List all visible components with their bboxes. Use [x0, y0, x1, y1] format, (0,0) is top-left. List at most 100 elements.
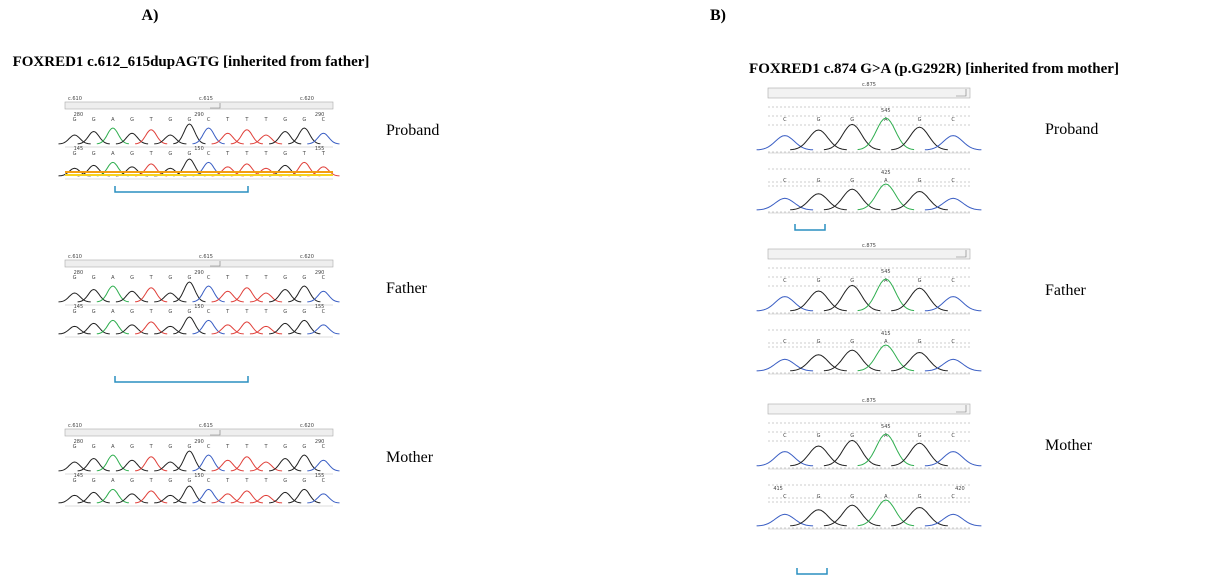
base-call: G	[168, 151, 172, 157]
base-call: G	[130, 275, 134, 281]
base-call: A	[884, 339, 888, 345]
base-call: T	[244, 444, 249, 450]
base-call: C	[783, 433, 787, 439]
base-call: T	[225, 275, 230, 281]
position-number: 415	[773, 486, 783, 492]
peak	[231, 130, 263, 144]
base-call: C	[783, 178, 787, 184]
peak	[135, 130, 167, 144]
peak	[97, 320, 129, 333]
base-call: G	[302, 309, 306, 315]
base-call: T	[149, 309, 154, 315]
base-call: A	[111, 309, 115, 315]
base-call: C	[207, 151, 211, 157]
ruler-label: c.875	[862, 82, 876, 88]
ruler-label: c.875	[862, 398, 876, 404]
base-call: G	[187, 478, 191, 484]
base-call: A	[111, 444, 115, 450]
peak	[790, 291, 847, 311]
panel-title: FOXRED1 c.612_615dupAGTG [inherited from…	[13, 54, 370, 70]
row-label: Mother	[1045, 437, 1093, 454]
position-number: 415	[881, 331, 891, 337]
base-call: G	[850, 178, 854, 184]
peak	[97, 162, 129, 175]
base-call: T	[149, 444, 154, 450]
base-call: T	[244, 309, 249, 315]
base-call: G	[187, 309, 191, 315]
base-call: G	[918, 339, 922, 345]
bracket	[797, 568, 827, 574]
ruler	[65, 102, 333, 109]
base-call: G	[92, 117, 96, 123]
highlight-bar	[65, 171, 333, 173]
peak	[193, 489, 225, 502]
base-call: C	[951, 494, 955, 500]
base-call: G	[130, 309, 134, 315]
base-call: C	[951, 339, 955, 345]
peak	[193, 320, 225, 333]
base-call: G	[283, 117, 287, 123]
peak	[790, 446, 847, 466]
peak	[288, 455, 320, 471]
ruler-label: c.620	[300, 423, 314, 429]
peak	[97, 128, 129, 144]
base-call: G	[918, 433, 922, 439]
base-call: G	[187, 117, 191, 123]
peak	[790, 194, 847, 210]
highlight-bar	[65, 174, 333, 176]
base-call: A	[111, 117, 115, 123]
base-call: G	[130, 151, 134, 157]
base-call: G	[850, 494, 854, 500]
row-label: Proband	[386, 122, 439, 139]
peak	[288, 286, 320, 302]
peak	[824, 505, 881, 526]
peak	[135, 322, 167, 334]
base-call: T	[244, 275, 249, 281]
peak	[135, 288, 167, 302]
base-call: G	[73, 309, 77, 315]
base-call: T	[263, 444, 268, 450]
base-call: G	[187, 275, 191, 281]
base-call: T	[263, 275, 268, 281]
base-call: G	[168, 275, 172, 281]
ruler-label: c.610	[68, 423, 82, 429]
peak	[231, 288, 263, 302]
base-call: G	[168, 309, 172, 315]
base-call: G	[817, 339, 821, 345]
panel-label: B)	[710, 7, 726, 24]
base-call: G	[187, 151, 191, 157]
ruler-label: c.610	[68, 254, 82, 260]
base-call: G	[918, 178, 922, 184]
peak	[858, 500, 915, 526]
base-call: T	[263, 478, 268, 484]
base-call: T	[302, 151, 307, 157]
ruler-label: c.620	[300, 254, 314, 260]
base-call: G	[130, 444, 134, 450]
peak	[97, 286, 129, 302]
base-call: C	[783, 278, 787, 284]
base-call: G	[92, 444, 96, 450]
ruler-label: c.620	[300, 96, 314, 102]
ruler-label: c.875	[862, 243, 876, 249]
base-call: C	[207, 309, 211, 315]
base-call: T	[225, 117, 230, 123]
peak	[288, 489, 320, 502]
base-call: G	[92, 275, 96, 281]
base-call: T	[225, 151, 230, 157]
ruler	[768, 88, 970, 98]
base-call: C	[322, 275, 326, 281]
position-number: 425	[881, 170, 891, 176]
base-call: T	[244, 478, 249, 484]
bracket	[795, 224, 825, 230]
base-call: G	[817, 494, 821, 500]
ruler-label: c.615	[199, 423, 213, 429]
position-number: 150	[194, 473, 204, 479]
base-call: C	[322, 309, 326, 315]
base-call: G	[918, 494, 922, 500]
base-call: T	[149, 151, 154, 157]
base-call: G	[817, 433, 821, 439]
base-call: T	[263, 117, 268, 123]
figure: A) FOXRED1 c.612_615dupAGTG [inherited f…	[0, 0, 1228, 576]
base-call: G	[130, 478, 134, 484]
peak	[288, 162, 320, 175]
